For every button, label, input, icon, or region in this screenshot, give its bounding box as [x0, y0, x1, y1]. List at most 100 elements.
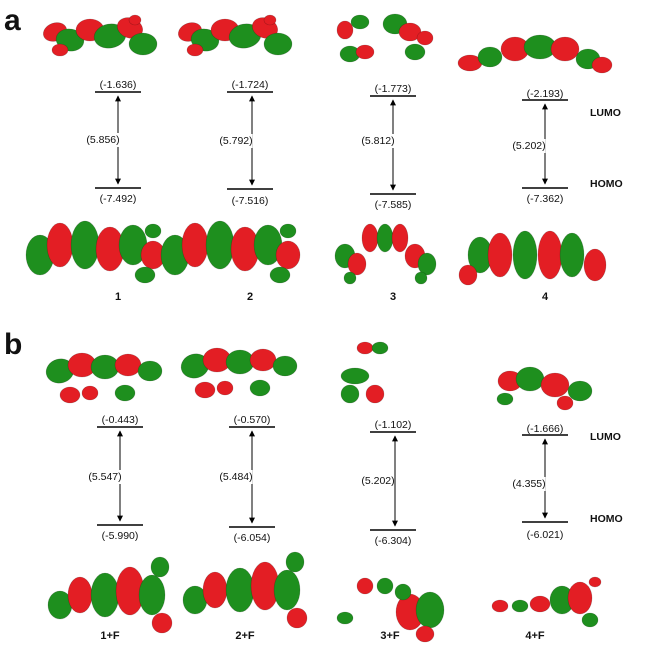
orbital-lobe-lumo3f-3 — [365, 384, 385, 404]
orbital-lobe-homo2-7 — [269, 266, 291, 284]
gap-value-4: (5.202) — [512, 139, 546, 153]
orbital-lobe-homo3-6 — [417, 252, 437, 276]
orbital-lobe-homo3-4 — [347, 252, 367, 276]
homo-value-2: (-7.516) — [231, 195, 269, 207]
orbital-lobe-lumo3-5 — [355, 44, 375, 60]
homo-value-4f: (-6.021) — [526, 529, 564, 541]
lumo-value-4: (-2.193) — [526, 88, 564, 100]
orbital-lobe-lumo1f-6 — [114, 384, 136, 402]
orbital-lobe-homo4f-6 — [588, 576, 602, 588]
panel-label-a: a — [4, 4, 21, 37]
gap-value-2f: (5.484) — [219, 470, 253, 484]
orbital-lobe-lumo3-0 — [336, 20, 354, 40]
orbital-lobe-lumo3-6 — [404, 43, 426, 61]
orbital-lobe-lumo2-5 — [263, 32, 293, 56]
orbital-lobe-homo3f-5 — [415, 625, 435, 643]
orbital-lobe-lumo4f-2 — [540, 372, 570, 398]
orbital-lobe-homo4-1 — [487, 232, 513, 278]
orbital-lobe-homo2f-6 — [286, 607, 308, 629]
homo-value-1f: (-5.990) — [101, 530, 139, 542]
orbital-lobe-homo4f-2 — [529, 595, 551, 613]
orbital-lobe-homo4-6 — [458, 264, 478, 286]
lumo-label-a: LUMO — [590, 107, 621, 119]
orbital-lobe-homo3f-6 — [394, 583, 412, 601]
lumo-value-2f: (-0.570) — [233, 414, 271, 426]
gap-value-3: (5.812) — [361, 134, 395, 148]
lumo-value-1f: (-0.443) — [101, 414, 139, 426]
panel-label-b: b — [4, 328, 23, 361]
compound-label-2: 2 — [246, 291, 254, 303]
homo-label-b: HOMO — [590, 513, 623, 525]
orbital-lobe-homo4-5 — [583, 248, 607, 282]
lumo-value-3f: (-1.102) — [374, 419, 412, 431]
orbital-lobe-lumo2f-5 — [194, 381, 216, 399]
orbital-lobe-lumo4f-3 — [567, 380, 593, 402]
compound-label-1: 1 — [114, 291, 122, 303]
compound-label-4f: 4+F — [525, 630, 545, 642]
orbital-lobe-homo1f-5 — [150, 556, 170, 578]
orbital-lobe-lumo1-7 — [128, 14, 142, 26]
orbital-lobe-lumo2f-7 — [216, 380, 234, 396]
orbital-lobe-homo1f-6 — [151, 612, 173, 634]
homo-label-a: HOMO — [590, 178, 623, 190]
homo-value-2f: (-6.054) — [233, 532, 271, 544]
orbital-lobe-lumo4-4 — [550, 36, 580, 62]
gap-value-2: (5.792) — [219, 134, 253, 148]
orbital-lobe-lumo3f-2 — [340, 367, 370, 385]
orbital-lobe-lumo1f-7 — [81, 385, 99, 401]
orbital-lobe-lumo3f-4 — [340, 384, 360, 404]
lumo-value-4f: (-1.666) — [526, 423, 564, 435]
orbital-lobe-homo1-6 — [144, 223, 162, 239]
orbital-lobe-homo4f-1 — [511, 599, 529, 613]
orbital-lobe-homo2f-5 — [285, 551, 305, 573]
orbital-lobe-homo3-8 — [414, 271, 428, 285]
orbital-lobe-lumo1-6 — [51, 43, 69, 57]
orbital-lobe-homo3f-0 — [336, 611, 354, 625]
lumo-value-3: (-1.773) — [374, 83, 412, 95]
gap-value-4f: (4.355) — [512, 477, 546, 491]
orbital-lobe-lumo4f-5 — [556, 395, 574, 411]
orbital-lobe-lumo2f-6 — [249, 379, 271, 397]
compound-label-3f: 3+F — [380, 630, 400, 642]
gap-value-3f: (5.202) — [361, 474, 395, 488]
lumo-value-1: (-1.636) — [99, 79, 137, 91]
homo-value-3f: (-6.304) — [374, 535, 412, 547]
orbital-lobe-lumo2f-4 — [272, 355, 298, 377]
orbital-lobe-lumo4f-4 — [496, 392, 514, 406]
orbital-lobe-homo4f-4 — [567, 581, 593, 615]
orbital-lobe-homo4-2 — [512, 230, 538, 280]
orbital-lobe-lumo2-6 — [186, 43, 204, 57]
orbital-lobe-lumo1f-5 — [59, 386, 81, 404]
orbital-lobe-homo2f-4 — [273, 569, 301, 611]
orbital-lobe-homo3f-2 — [376, 577, 394, 595]
compound-label-1f: 1+F — [100, 630, 120, 642]
orbital-lobe-lumo3f-1 — [371, 341, 389, 355]
compound-label-4: 4 — [541, 291, 549, 303]
gap-value-1f: (5.547) — [88, 470, 122, 484]
orbital-lobe-homo3-7 — [343, 271, 357, 285]
orbital-lobe-homo2-5 — [275, 240, 301, 270]
orbital-lobe-homo1-7 — [134, 266, 156, 284]
homo-value-3: (-7.585) — [374, 199, 412, 211]
orbital-lobe-homo2-6 — [279, 223, 297, 239]
orbital-lobe-homo4f-5 — [581, 612, 599, 628]
orbital-lobe-homo1f-4 — [138, 574, 166, 616]
compound-label-2f: 2+F — [235, 630, 255, 642]
orbital-lobe-lumo1-5 — [128, 32, 158, 56]
orbital-lobe-lumo4-1 — [477, 46, 503, 68]
compound-label-3: 3 — [389, 291, 397, 303]
orbital-lobe-homo4f-0 — [491, 599, 509, 613]
orbital-lobe-homo4-4 — [559, 232, 585, 278]
orbital-lobe-homo3-2 — [391, 223, 409, 253]
lumo-label-b: LUMO — [590, 431, 621, 443]
homo-value-4: (-7.362) — [526, 193, 564, 205]
homo-value-1: (-7.492) — [99, 193, 137, 205]
orbital-lobe-homo3f-1 — [356, 577, 374, 595]
orbital-lobe-lumo4-6 — [591, 56, 613, 74]
orbital-lobe-lumo3-7 — [416, 30, 434, 46]
orbital-lobe-lumo1f-4 — [137, 360, 163, 382]
lumo-value-2: (-1.724) — [231, 79, 269, 91]
orbital-lobe-lumo2-7 — [263, 14, 277, 26]
